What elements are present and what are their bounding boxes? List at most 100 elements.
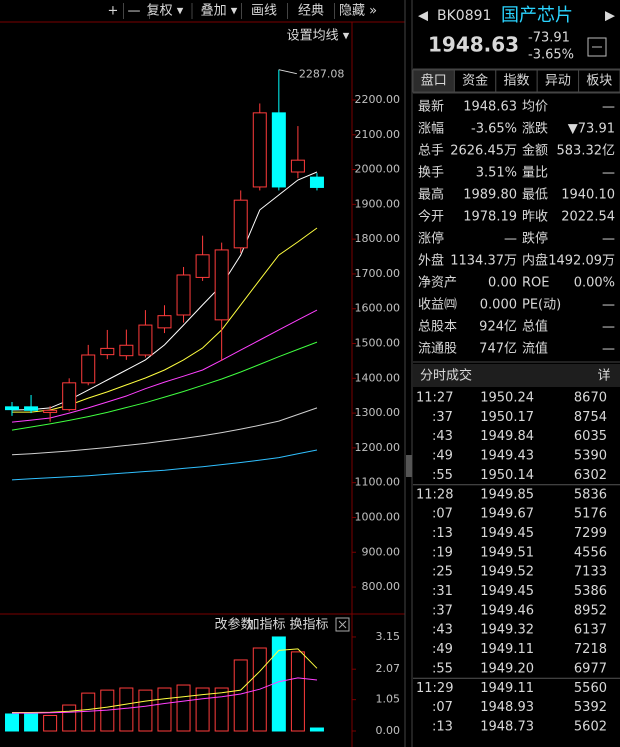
collapse-button[interactable] [587, 37, 607, 57]
stat-value: 1134.37万 [450, 254, 517, 269]
toolbar-button[interactable]: 画线 [251, 4, 277, 19]
stat-label: 均价 [522, 100, 548, 115]
stat-value: — [602, 298, 615, 313]
volume-bar [176, 684, 191, 732]
candle-body [214, 249, 229, 321]
close-panel[interactable] [335, 617, 350, 632]
stat-value: — [602, 320, 615, 335]
candle-body [119, 344, 134, 357]
annotation: 2287.08 [299, 68, 345, 81]
stat-label: 最新 [418, 99, 444, 115]
stat-label: 涨停 [418, 231, 444, 247]
stat-label: 昨收 [522, 210, 548, 225]
stat-value: — [602, 166, 615, 181]
trade-price: 1948.73 [480, 719, 534, 734]
y-tick-label: 1600.00 [355, 302, 401, 315]
tab-label[interactable]: 板块 [586, 74, 612, 89]
trade-time: 11:29 [416, 681, 453, 696]
stat-label: 外盘 [418, 253, 444, 269]
splitter-handle[interactable] [406, 455, 412, 477]
stat-label: 总值 [522, 319, 548, 335]
stat-label: 收益㈣ [418, 298, 457, 313]
trade-price: 1949.20 [480, 661, 534, 676]
trade-volume: 5602 [574, 719, 607, 734]
trade-volume: 8670 [574, 391, 607, 406]
stat-label: 涨幅 [418, 122, 444, 137]
trade-price: 1949.85 [480, 487, 534, 502]
trade-price: 1949.84 [480, 429, 534, 444]
trades-detail[interactable]: 详 [597, 369, 610, 384]
stat-value: 3.51% [476, 166, 517, 181]
trade-price: 1949.67 [480, 507, 534, 522]
tab-label[interactable]: 异动 [545, 74, 571, 89]
stat-label: 量比 [522, 166, 548, 181]
trade-time: :07 [432, 507, 453, 522]
toolbar-button[interactable]: + [108, 4, 119, 19]
trade-volume: 5560 [574, 681, 607, 696]
trade-price: 1949.46 [480, 603, 534, 618]
stat-label: 总手 [418, 144, 444, 159]
trade-volume: 4556 [574, 545, 607, 560]
toolbar-button[interactable]: 经典 [298, 4, 324, 19]
trade-volume: 5390 [574, 449, 607, 464]
trade-time: :37 [432, 410, 453, 425]
candle-body [24, 406, 39, 411]
trades-title: 分时成交 [420, 368, 472, 384]
indicator-button[interactable]: 换指标 [289, 618, 328, 633]
prev-arrow[interactable]: ◀ [418, 9, 428, 24]
y-tick-label: 2200.00 [355, 93, 401, 106]
volume-bar [290, 651, 305, 732]
indicator-button[interactable]: 改参数 [214, 617, 253, 633]
moving-average [11, 407, 318, 456]
trade-time: :19 [432, 545, 453, 560]
trade-price: 1949.45 [480, 526, 534, 541]
stat-value: 747亿 [479, 342, 517, 357]
y-tick-label: 1700.00 [355, 267, 401, 280]
y-tick-label: 1500.00 [355, 337, 401, 350]
close-icon [338, 620, 347, 629]
trade-volume: 6035 [574, 429, 607, 444]
candle-body [5, 406, 19, 411]
trade-price: 1949.51 [480, 545, 534, 560]
ma-settings[interactable]: 设置均线 ▾ [287, 29, 350, 44]
indicator-line [12, 648, 318, 713]
toolbar-button[interactable]: 叠加 ▾ [201, 4, 238, 19]
trade-price: 1949.11 [480, 681, 534, 696]
tab-label[interactable]: 资金 [462, 73, 488, 89]
y-tick-label: 2.07 [376, 662, 401, 675]
toolbar-button[interactable]: — [128, 4, 141, 19]
volume-bar [138, 689, 153, 732]
y-tick-label: 3.15 [376, 630, 401, 643]
volume-bar [5, 713, 19, 732]
y-tick-label: 1400.00 [355, 371, 401, 384]
stat-value: — [602, 232, 615, 247]
stat-value: ▼73.91 [568, 122, 615, 137]
indicator-line [12, 677, 318, 714]
candle-body [62, 382, 77, 411]
moving-average [11, 309, 318, 423]
stat-value: -3.65% [471, 122, 517, 137]
indicator-button[interactable]: 加指标 [246, 618, 285, 633]
candle-body [138, 324, 153, 356]
tab-label[interactable]: 盘口 [421, 73, 447, 89]
stat-value: 1492.09万 [548, 254, 615, 269]
last-price: 1948.63 [428, 33, 519, 57]
y-tick-label: 1000.00 [355, 510, 401, 523]
trade-volume: 7218 [574, 642, 607, 657]
tab-label[interactable]: 指数 [503, 74, 529, 89]
stat-label: PE(动) [522, 298, 561, 313]
trade-time: :37 [432, 603, 453, 618]
trade-volume: 8754 [574, 410, 607, 425]
trade-volume: 5392 [574, 700, 607, 715]
next-arrow[interactable]: ▶ [605, 9, 615, 24]
stat-label: 净资产 [418, 276, 457, 291]
trade-volume: 7299 [574, 526, 607, 541]
toolbar-button[interactable]: 复权 ▾ [147, 3, 184, 19]
stat-value: 2022.54 [561, 210, 615, 225]
candle-body [43, 409, 58, 413]
trade-volume: 6977 [574, 661, 607, 676]
y-tick-label: 2000.00 [355, 163, 401, 176]
volume-bar [233, 659, 248, 732]
toolbar-button[interactable]: 隐藏 » [339, 4, 377, 19]
stat-label: 换手 [418, 166, 444, 181]
